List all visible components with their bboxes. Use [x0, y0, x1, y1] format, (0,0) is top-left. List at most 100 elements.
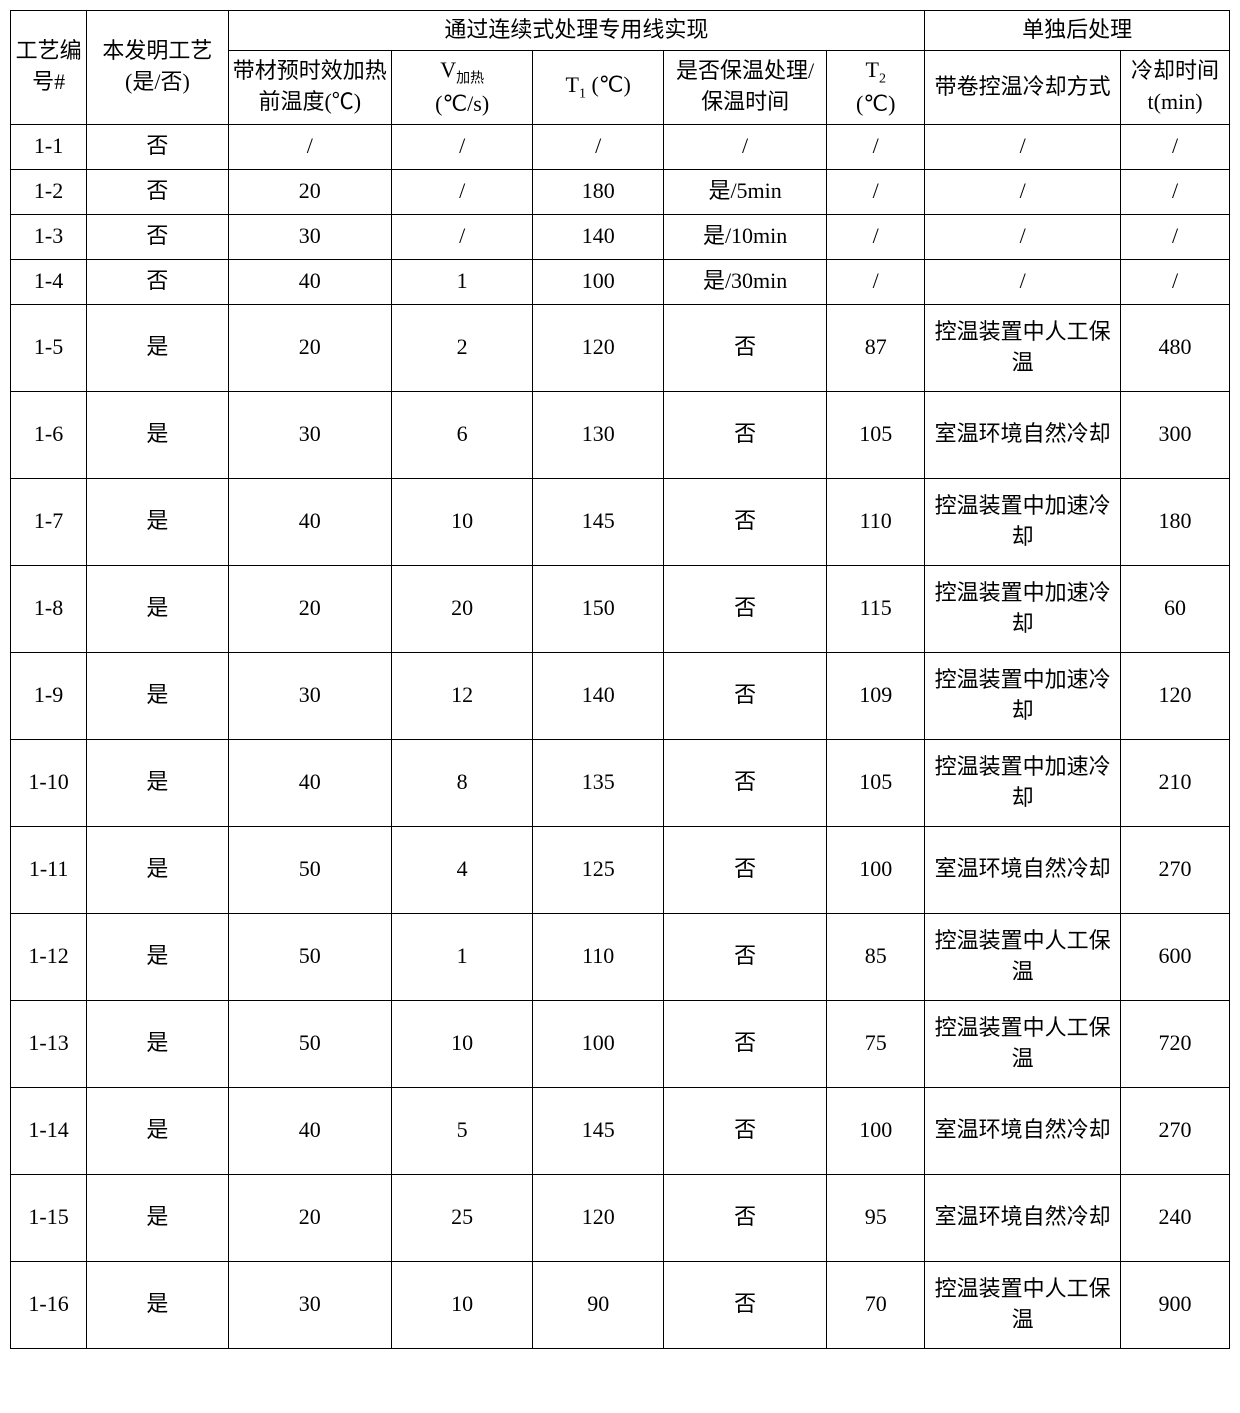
cell-t1: 120	[533, 1174, 664, 1261]
cell-hold: 否	[663, 565, 826, 652]
header-invention: 本发明工艺(是/否)	[87, 11, 228, 125]
table-row: 1-15是2025120否95室温环境自然冷却240	[11, 1174, 1230, 1261]
cell-process-id: 1-13	[11, 1000, 87, 1087]
cell-process-id: 1-3	[11, 214, 87, 259]
cell-cooling-method: 控温装置中加速冷却	[925, 478, 1121, 565]
cell-v-heat: 25	[391, 1174, 532, 1261]
header-cooling-time: 冷却时间t(min)	[1121, 50, 1230, 124]
table-row: 1-7是4010145否110控温装置中加速冷却180	[11, 478, 1230, 565]
cell-t2: 105	[827, 739, 925, 826]
cell-t1: 150	[533, 565, 664, 652]
cell-pre-temp: 30	[228, 391, 391, 478]
cell-pre-temp: 50	[228, 1000, 391, 1087]
cell-hold: 否	[663, 652, 826, 739]
cell-invention-flag: 否	[87, 124, 228, 169]
cell-cooling-time: 270	[1121, 1087, 1230, 1174]
cell-t2: 85	[827, 913, 925, 1000]
cell-cooling-time: 180	[1121, 478, 1230, 565]
table-row: 1-5是202120否87控温装置中人工保温480	[11, 304, 1230, 391]
cell-cooling-time: 60	[1121, 565, 1230, 652]
cell-t1: 90	[533, 1261, 664, 1348]
cell-t2: 100	[827, 1087, 925, 1174]
header-cooling-method: 带卷控温冷却方式	[925, 50, 1121, 124]
header-vheat-unit: (℃/s)	[435, 91, 489, 116]
table-row: 1-16是301090否70控温装置中人工保温900	[11, 1261, 1230, 1348]
cell-t1: 180	[533, 169, 664, 214]
cell-t2: /	[827, 214, 925, 259]
cell-t2: 95	[827, 1174, 925, 1261]
cell-t2: 100	[827, 826, 925, 913]
cell-v-heat: 5	[391, 1087, 532, 1174]
header-group-post: 单独后处理	[925, 11, 1230, 51]
cell-pre-temp: 40	[228, 259, 391, 304]
cell-v-heat: 10	[391, 1261, 532, 1348]
cell-pre-temp: 20	[228, 304, 391, 391]
cell-t1: 125	[533, 826, 664, 913]
cell-cooling-method: 控温装置中加速冷却	[925, 652, 1121, 739]
cell-cooling-method: 控温装置中人工保温	[925, 1000, 1121, 1087]
cell-cooling-time: 900	[1121, 1261, 1230, 1348]
cell-t2: /	[827, 259, 925, 304]
cell-process-id: 1-12	[11, 913, 87, 1000]
cell-v-heat: 1	[391, 913, 532, 1000]
cell-pre-temp: /	[228, 124, 391, 169]
cell-cooling-method: 室温环境自然冷却	[925, 391, 1121, 478]
cell-cooling-method: /	[925, 214, 1121, 259]
table-row: 1-12是501110否85控温装置中人工保温600	[11, 913, 1230, 1000]
table-row: 1-1否///////	[11, 124, 1230, 169]
cell-process-id: 1-14	[11, 1087, 87, 1174]
cell-hold: 否	[663, 826, 826, 913]
cell-cooling-time: 270	[1121, 826, 1230, 913]
cell-invention-flag: 是	[87, 826, 228, 913]
cell-pre-temp: 20	[228, 1174, 391, 1261]
cell-cooling-time: 720	[1121, 1000, 1230, 1087]
cell-v-heat: 8	[391, 739, 532, 826]
cell-cooling-method: 控温装置中加速冷却	[925, 739, 1121, 826]
cell-cooling-method: /	[925, 169, 1121, 214]
cell-process-id: 1-8	[11, 565, 87, 652]
cell-t1: 110	[533, 913, 664, 1000]
cell-cooling-time: /	[1121, 124, 1230, 169]
cell-process-id: 1-9	[11, 652, 87, 739]
cell-invention-flag: 是	[87, 913, 228, 1000]
cell-t1: 100	[533, 1000, 664, 1087]
cell-t2: 109	[827, 652, 925, 739]
cell-pre-temp: 30	[228, 214, 391, 259]
cell-v-heat: 4	[391, 826, 532, 913]
header-t1: T1 (℃)	[533, 50, 664, 124]
cell-t1: 145	[533, 478, 664, 565]
cell-hold: 否	[663, 391, 826, 478]
cell-process-id: 1-15	[11, 1174, 87, 1261]
cell-invention-flag: 是	[87, 1000, 228, 1087]
cell-v-heat: 6	[391, 391, 532, 478]
cell-process-id: 1-1	[11, 124, 87, 169]
cell-hold: 是/30min	[663, 259, 826, 304]
cell-pre-temp: 20	[228, 565, 391, 652]
cell-hold: 否	[663, 304, 826, 391]
cell-v-heat: /	[391, 214, 532, 259]
cell-pre-temp: 30	[228, 1261, 391, 1348]
cell-v-heat: 10	[391, 1000, 532, 1087]
cell-process-id: 1-11	[11, 826, 87, 913]
cell-pre-temp: 40	[228, 478, 391, 565]
cell-process-id: 1-6	[11, 391, 87, 478]
cell-t2: 115	[827, 565, 925, 652]
table-row: 1-6是306130否105室温环境自然冷却300	[11, 391, 1230, 478]
cell-cooling-time: 210	[1121, 739, 1230, 826]
header-hold: 是否保温处理/保温时间	[663, 50, 826, 124]
cell-cooling-method: /	[925, 259, 1121, 304]
header-t2: T2(℃)	[827, 50, 925, 124]
cell-cooling-method: 室温环境自然冷却	[925, 1174, 1121, 1261]
cell-t2: 75	[827, 1000, 925, 1087]
cell-cooling-method: 控温装置中加速冷却	[925, 565, 1121, 652]
cell-t2: 87	[827, 304, 925, 391]
cell-invention-flag: 否	[87, 214, 228, 259]
cell-hold: 否	[663, 478, 826, 565]
cell-t1: 100	[533, 259, 664, 304]
cell-pre-temp: 50	[228, 913, 391, 1000]
cell-invention-flag: 是	[87, 304, 228, 391]
cell-hold: 否	[663, 1174, 826, 1261]
cell-cooling-method: 室温环境自然冷却	[925, 1087, 1121, 1174]
cell-hold: 是/5min	[663, 169, 826, 214]
cell-t1: 130	[533, 391, 664, 478]
